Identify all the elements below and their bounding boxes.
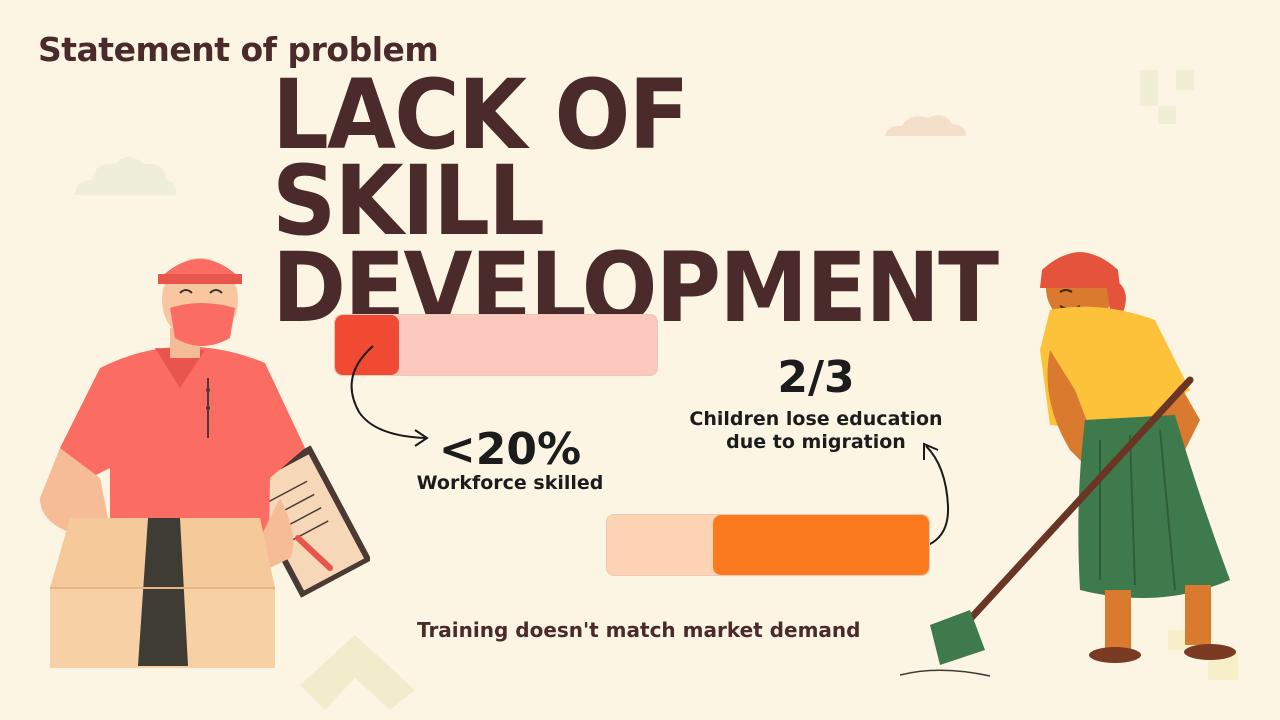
stat-label-workforce: Workforce skilled: [416, 472, 604, 494]
stat-value-workforce: <20%: [438, 424, 582, 475]
pixel-decoration: [1140, 70, 1194, 124]
progress-fill-workforce: [335, 315, 400, 375]
delivery-worker-illustration: [40, 258, 370, 668]
arrow-icon: [350, 345, 429, 447]
stat-value-children: 2/3: [777, 352, 855, 403]
progress-bar-children: [606, 514, 930, 576]
headline: LACK OF SKILL DEVELOPMENT: [272, 59, 999, 344]
footer-text: Training doesn't match market demand: [417, 618, 861, 642]
cloud-decoration: [885, 115, 966, 136]
cloud-decoration: [75, 157, 177, 195]
farm-worker-illustration: [900, 252, 1236, 677]
chevron-decoration: [300, 635, 415, 710]
progress-fill-children: [713, 515, 929, 575]
progress-bar-workforce: [334, 314, 658, 376]
subtitle: Statement of problem: [38, 30, 439, 69]
stat-label-children: Children lose education due to migration: [689, 408, 943, 453]
